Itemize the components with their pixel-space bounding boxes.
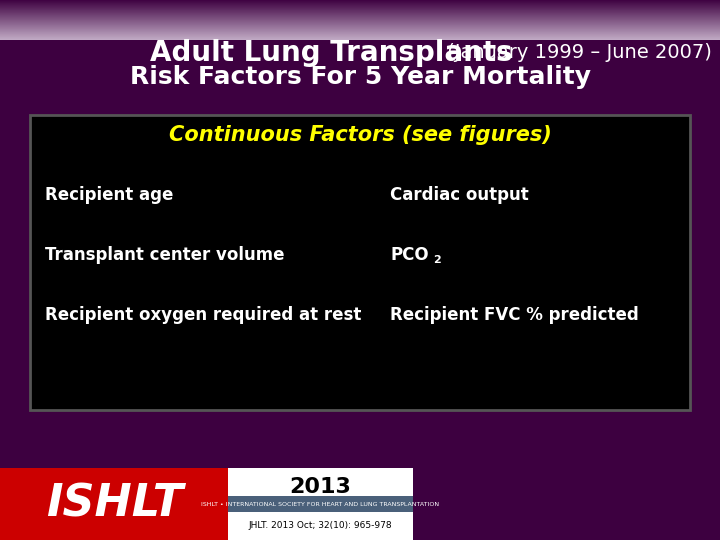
Text: ISHLT: ISHLT (46, 483, 184, 525)
Bar (0, 15, 720, 16)
Bar (0, 9, 720, 10)
Bar (0, 38, 720, 39)
Bar (0, 33, 720, 34)
Bar (0, 29, 720, 30)
Bar (30, 115, 690, 410)
Bar (0, 4, 720, 5)
Text: Continuous Factors (see figures): Continuous Factors (see figures) (168, 125, 552, 145)
Bar (0, 32, 720, 33)
Text: 2013: 2013 (289, 477, 351, 497)
Bar (0, 19, 720, 20)
Bar (0, 17, 720, 18)
Bar (0, 11, 720, 12)
Bar (0, 1, 720, 2)
Bar (0, 22, 720, 23)
Text: Risk Factors For 5 Year Mortality: Risk Factors For 5 Year Mortality (130, 65, 590, 89)
Bar (228, 468, 413, 540)
Bar (0, 7, 720, 8)
Text: JHLT. 2013 Oct; 32(10): 965-978: JHLT. 2013 Oct; 32(10): 965-978 (248, 522, 392, 530)
Text: Recipient age: Recipient age (45, 186, 174, 204)
Bar (0, 39, 720, 40)
Bar (0, 20, 720, 21)
Bar (0, 8, 720, 9)
Bar (0, 28, 720, 29)
Text: ISHLT • INTERNATIONAL SOCIETY FOR HEART AND LUNG TRANSPLANTATION: ISHLT • INTERNATIONAL SOCIETY FOR HEART … (201, 502, 439, 507)
Bar (0, 24, 720, 25)
Bar (0, 23, 720, 24)
Bar (0, 21, 720, 22)
Text: Transplant center volume: Transplant center volume (45, 246, 284, 264)
Bar (0, 37, 720, 38)
Bar (0, 12, 720, 13)
Bar (0, 25, 720, 26)
Text: Recipient FVC % predicted: Recipient FVC % predicted (390, 306, 639, 324)
Bar (0, 14, 720, 15)
Bar (0, 30, 720, 31)
Bar (0, 26, 720, 27)
Bar (0, 35, 720, 36)
Bar (0, 5, 720, 6)
Bar (228, 496, 413, 512)
Bar (0, 31, 720, 32)
Text: PCO: PCO (390, 246, 428, 264)
Bar (0, 3, 720, 4)
Bar (0, 468, 230, 540)
Bar (0, 34, 720, 35)
Bar (0, 10, 720, 11)
Bar (0, 0, 720, 1)
Text: Adult Lung Transplants: Adult Lung Transplants (150, 39, 513, 67)
Bar (0, 36, 720, 37)
Bar (0, 13, 720, 14)
Bar (0, 2, 720, 3)
Bar (0, 18, 720, 19)
Bar (0, 6, 720, 7)
Text: Recipient oxygen required at rest: Recipient oxygen required at rest (45, 306, 361, 324)
Text: Cardiac output: Cardiac output (390, 186, 528, 204)
Text: (January 1999 – June 2007): (January 1999 – June 2007) (441, 44, 712, 63)
Bar (0, 16, 720, 17)
Text: 2: 2 (433, 255, 441, 265)
Bar (0, 27, 720, 28)
